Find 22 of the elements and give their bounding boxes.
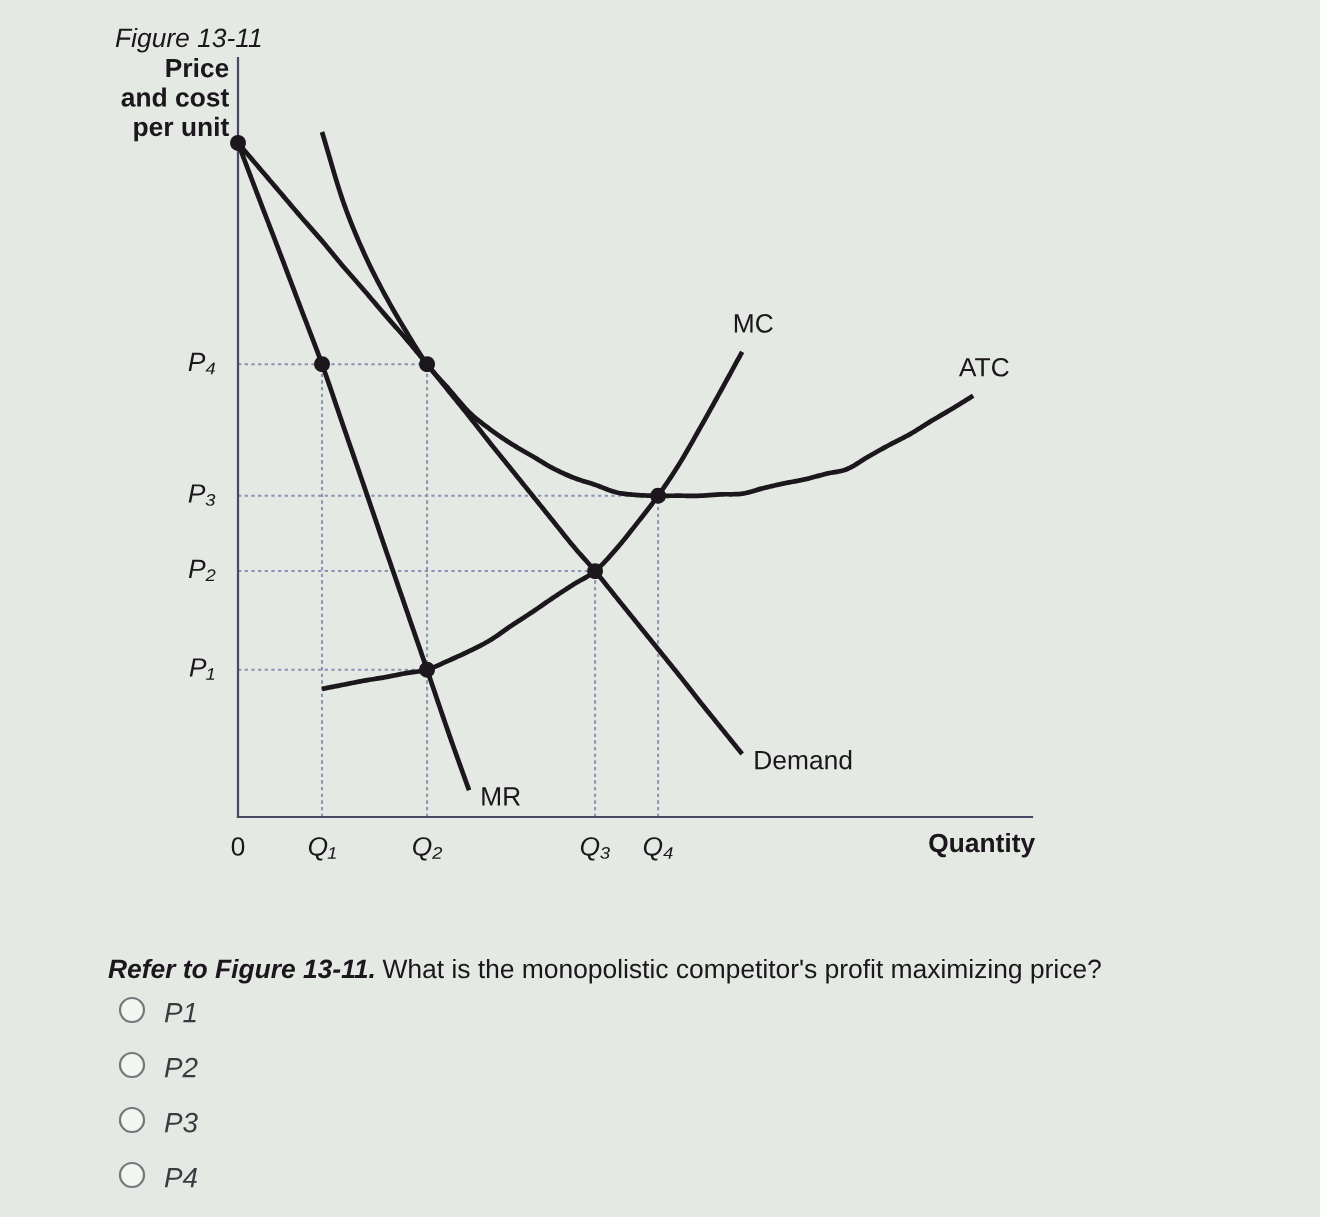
y-axis-title: Price and cost per unit bbox=[121, 58, 229, 142]
series-label: ATC bbox=[958, 357, 1009, 377]
series-label: MR bbox=[482, 787, 520, 806]
series-label: P₁ bbox=[189, 658, 215, 680]
series-label: P₃ bbox=[188, 484, 216, 506]
text: Refer to Figure 13-11. bbox=[108, 958, 374, 984]
x-axis-title: Quantity bbox=[929, 832, 1036, 858]
text: What is the monopolistic competitor's profit maximizing price? bbox=[382, 958, 1101, 984]
x-tick-label: 0 bbox=[231, 837, 245, 856]
x-tick-label: Q₁ bbox=[308, 837, 336, 861]
x-tick-label: Q₂ bbox=[413, 837, 443, 861]
text: P2 bbox=[164, 1057, 198, 1078]
x-tick-label: Q₃ bbox=[580, 837, 610, 861]
series-label: P₄ bbox=[188, 352, 215, 375]
text: P1 bbox=[164, 1003, 196, 1023]
series-label: P₂ bbox=[188, 559, 216, 582]
chart-title: Figure 13-11 bbox=[115, 27, 261, 53]
text: P3 bbox=[164, 1112, 198, 1133]
text: P4 bbox=[164, 1168, 197, 1188]
series-label: MC bbox=[734, 314, 773, 333]
x-tick-label: Q₄ bbox=[643, 837, 673, 861]
series-label: Demand bbox=[755, 750, 852, 770]
